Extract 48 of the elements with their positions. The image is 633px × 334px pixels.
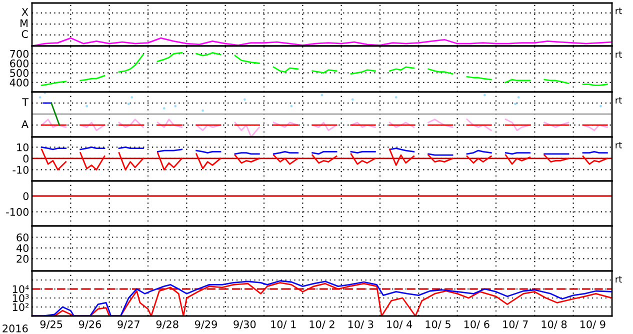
x-tick-label: 10/ 6 bbox=[464, 320, 490, 330]
point bbox=[162, 107, 166, 110]
y-tick-label: 10² bbox=[12, 303, 29, 312]
y-tick-label: 10⁴ bbox=[12, 285, 29, 294]
x-tick-label: 9/28 bbox=[156, 320, 178, 330]
point bbox=[243, 98, 246, 101]
x-tick-label: 9/25 bbox=[40, 320, 62, 330]
y-tick-label: -10 bbox=[12, 166, 29, 174]
y-tick-label: 0 bbox=[23, 192, 29, 200]
y-tick-label: 10³ bbox=[12, 294, 29, 302]
y-tick-label: 20 bbox=[16, 254, 29, 263]
x-tick-label: 9/29 bbox=[194, 320, 217, 330]
y-tick-label: -100 bbox=[6, 208, 29, 216]
x-tick-label: 10/ 8 bbox=[542, 320, 567, 330]
y-tick-label: 10 bbox=[17, 143, 29, 152]
y-tick-label: 700 bbox=[10, 50, 29, 58]
y-tick-label: 0 bbox=[23, 154, 29, 163]
x-tick-label: 9/26 bbox=[78, 320, 102, 330]
text: rt bbox=[616, 97, 622, 104]
text: rt bbox=[616, 142, 622, 148]
point bbox=[514, 102, 517, 106]
x-tick-label: 10/ 3 bbox=[348, 320, 374, 330]
x-tick-label: 9/30 bbox=[234, 320, 256, 330]
x-tick-label: 10/ 9 bbox=[580, 320, 606, 330]
text: rt bbox=[616, 276, 622, 282]
x-tick-label: 10/ 1 bbox=[271, 320, 296, 330]
point bbox=[290, 104, 293, 108]
x-tick-label: 10/ 5 bbox=[426, 320, 450, 330]
text: T bbox=[22, 98, 29, 106]
x-tick-label: 10/ 2 bbox=[310, 320, 334, 330]
y-tick-label: 500 bbox=[10, 69, 29, 77]
text: C bbox=[22, 30, 28, 38]
text: A bbox=[21, 120, 28, 128]
y-tick-label: 600 bbox=[10, 59, 29, 68]
point bbox=[174, 104, 177, 108]
y-tick-label: 60 bbox=[16, 233, 29, 242]
text: rt bbox=[616, 51, 622, 58]
x-tick-label: 10/ 4 bbox=[387, 320, 412, 330]
text: rt bbox=[616, 8, 622, 14]
point bbox=[351, 98, 354, 101]
y-tick-label: 40 bbox=[16, 244, 29, 252]
text: X bbox=[22, 8, 28, 16]
x-axis-title: 2016 bbox=[2, 324, 28, 332]
x-tick-label: 9/27 bbox=[118, 320, 140, 330]
x-tick-label: 10/ 7 bbox=[503, 320, 528, 330]
y-tick-label: 400 bbox=[10, 78, 29, 87]
text: M bbox=[20, 19, 28, 27]
point bbox=[127, 102, 130, 106]
